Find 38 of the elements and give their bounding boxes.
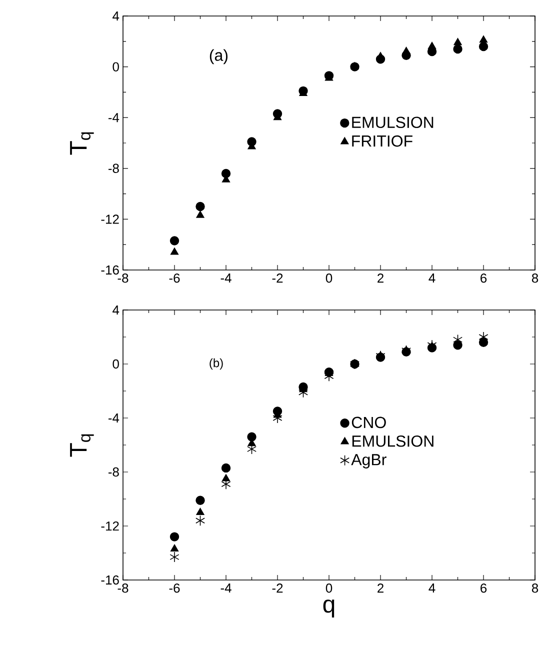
y-tick-label: -8: [108, 467, 119, 477]
x-tick-label: 4: [428, 274, 436, 282]
legend-label: FRITIOF: [352, 135, 412, 147]
y-tick-label: 4: [112, 306, 120, 314]
x-tick-label: 0: [326, 584, 332, 593]
y-tick-label: -12: [101, 521, 119, 531]
y-tick-label: -16: [101, 265, 119, 275]
x-tick-label: -4: [220, 584, 232, 592]
x-tick-label: 8: [532, 584, 538, 593]
y-tick-label: -8: [108, 164, 119, 173]
legend-label: EMULSION: [352, 435, 434, 447]
y-tick-label: -4: [108, 414, 120, 422]
y-tick-label: 0: [112, 62, 119, 72]
x-tick-label: 8: [532, 274, 538, 283]
x-tick-label: -6: [169, 584, 180, 593]
y-axis-title: T$_{q}$: [70, 434, 94, 457]
x-tick-label: 0: [326, 274, 332, 283]
x-axis-title: q: [323, 600, 334, 618]
x-tick-label: 4: [428, 584, 436, 592]
y-tick-label: -16: [101, 575, 119, 585]
x-tick-label: -2: [272, 274, 283, 283]
annotation: (b): [210, 358, 223, 370]
x-tick-label: 6: [480, 584, 487, 593]
y-tick-label: 0: [112, 359, 119, 369]
legend-label: EMULSION: [352, 116, 434, 128]
x-tick-label: -6: [169, 274, 180, 283]
x-tick-label: 2: [378, 584, 384, 593]
x-tick-label: -4: [220, 274, 232, 282]
y-axis-title: T$_{q}$: [70, 132, 94, 155]
y-tick-label: -4: [108, 113, 120, 122]
legend-label: AgBr: [351, 454, 386, 468]
y-tick-label: 4: [112, 12, 120, 20]
x-tick-label: 2: [378, 274, 384, 283]
x-tick-label: 6: [480, 274, 487, 283]
x-tick-label: -2: [272, 584, 283, 593]
annotation: (a): [210, 49, 228, 64]
y-tick-label: -12: [101, 214, 119, 224]
legend-label: CNO: [352, 416, 386, 428]
